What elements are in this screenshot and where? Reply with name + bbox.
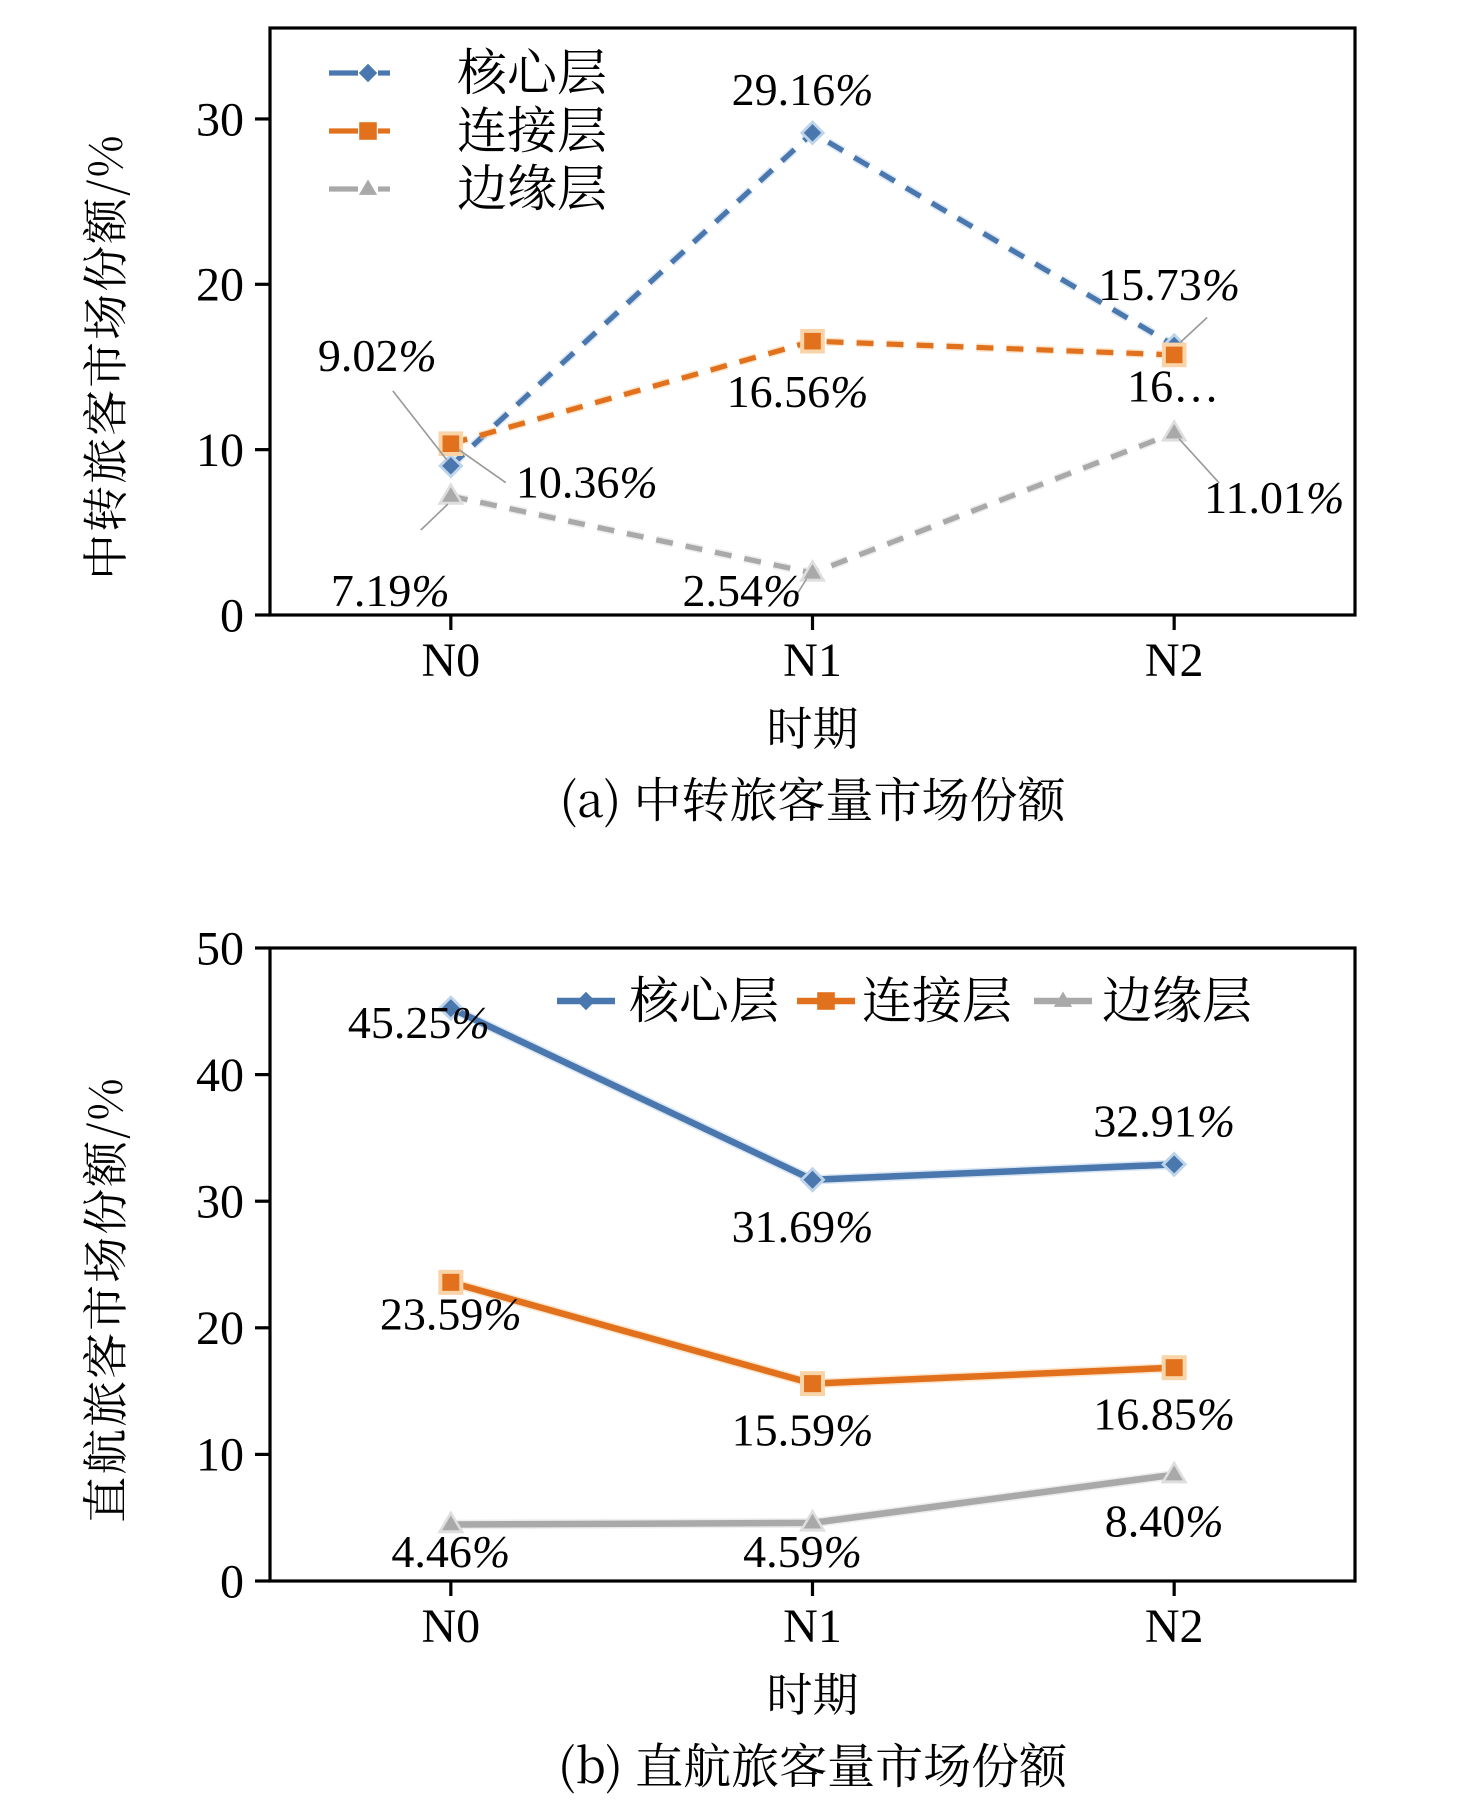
svg-text:16.85%: 16.85% — [1093, 1389, 1235, 1440]
svg-text:32.91%: 32.91% — [1093, 1095, 1235, 1146]
svg-text:11.01%: 11.01% — [1204, 472, 1344, 523]
svg-text:10: 10 — [196, 1429, 244, 1482]
svg-text:连接层: 连接层 — [862, 961, 1012, 1033]
svg-text:0: 0 — [220, 589, 244, 642]
svg-text:40: 40 — [196, 1049, 244, 1102]
svg-text:N2: N2 — [1145, 1600, 1204, 1653]
svg-text:10: 10 — [196, 424, 244, 477]
svg-text:10.36%: 10.36% — [516, 457, 658, 508]
svg-text:4.59%: 4.59% — [743, 1526, 862, 1577]
svg-text:N0: N0 — [421, 1600, 480, 1653]
svg-text:(b) 直航旅客量市场份额: (b) 直航旅客量市场份额 — [558, 1728, 1068, 1797]
svg-text:16…: 16… — [1127, 360, 1219, 411]
svg-text:边缘层: 边缘层 — [1102, 961, 1252, 1033]
svg-text:9.02%: 9.02% — [318, 330, 437, 381]
svg-text:23.59%: 23.59% — [380, 1288, 522, 1339]
svg-text:30: 30 — [196, 1176, 244, 1229]
svg-text:N0: N0 — [421, 634, 480, 687]
svg-text:50: 50 — [196, 922, 244, 975]
svg-text:直航旅客市场份额/%: 直航旅客市场份额/% — [70, 1076, 136, 1523]
svg-text:N2: N2 — [1145, 634, 1204, 687]
svg-text:7.19%: 7.19% — [331, 565, 450, 616]
svg-text:2.54%: 2.54% — [683, 565, 802, 616]
svg-text:0: 0 — [220, 1555, 244, 1608]
svg-text:核心层: 核心层 — [629, 961, 779, 1033]
svg-text:中转旅客市场份额/%: 中转旅客市场份额/% — [70, 133, 136, 580]
svg-text:4.46%: 4.46% — [391, 1526, 510, 1577]
svg-text:时期: 时期 — [767, 693, 859, 759]
svg-text:45.25%: 45.25% — [348, 997, 490, 1048]
svg-text:20: 20 — [196, 1302, 244, 1355]
svg-text:边缘层: 边缘层 — [457, 149, 607, 221]
svg-text:N1: N1 — [783, 1600, 842, 1653]
svg-text:16.56%: 16.56% — [727, 366, 869, 417]
svg-text:N1: N1 — [783, 634, 842, 687]
svg-text:时期: 时期 — [767, 1659, 859, 1725]
svg-text:8.40%: 8.40% — [1105, 1496, 1224, 1547]
svg-text:15.59%: 15.59% — [732, 1405, 874, 1456]
svg-text:31.69%: 31.69% — [732, 1201, 874, 1252]
svg-text:(a) 中转旅客量市场份额: (a) 中转旅客量市场份额 — [560, 762, 1067, 831]
svg-text:29.16%: 29.16% — [732, 64, 874, 115]
svg-text:30: 30 — [196, 93, 244, 146]
svg-text:20: 20 — [196, 259, 244, 312]
svg-text:15.73%: 15.73% — [1098, 259, 1240, 310]
